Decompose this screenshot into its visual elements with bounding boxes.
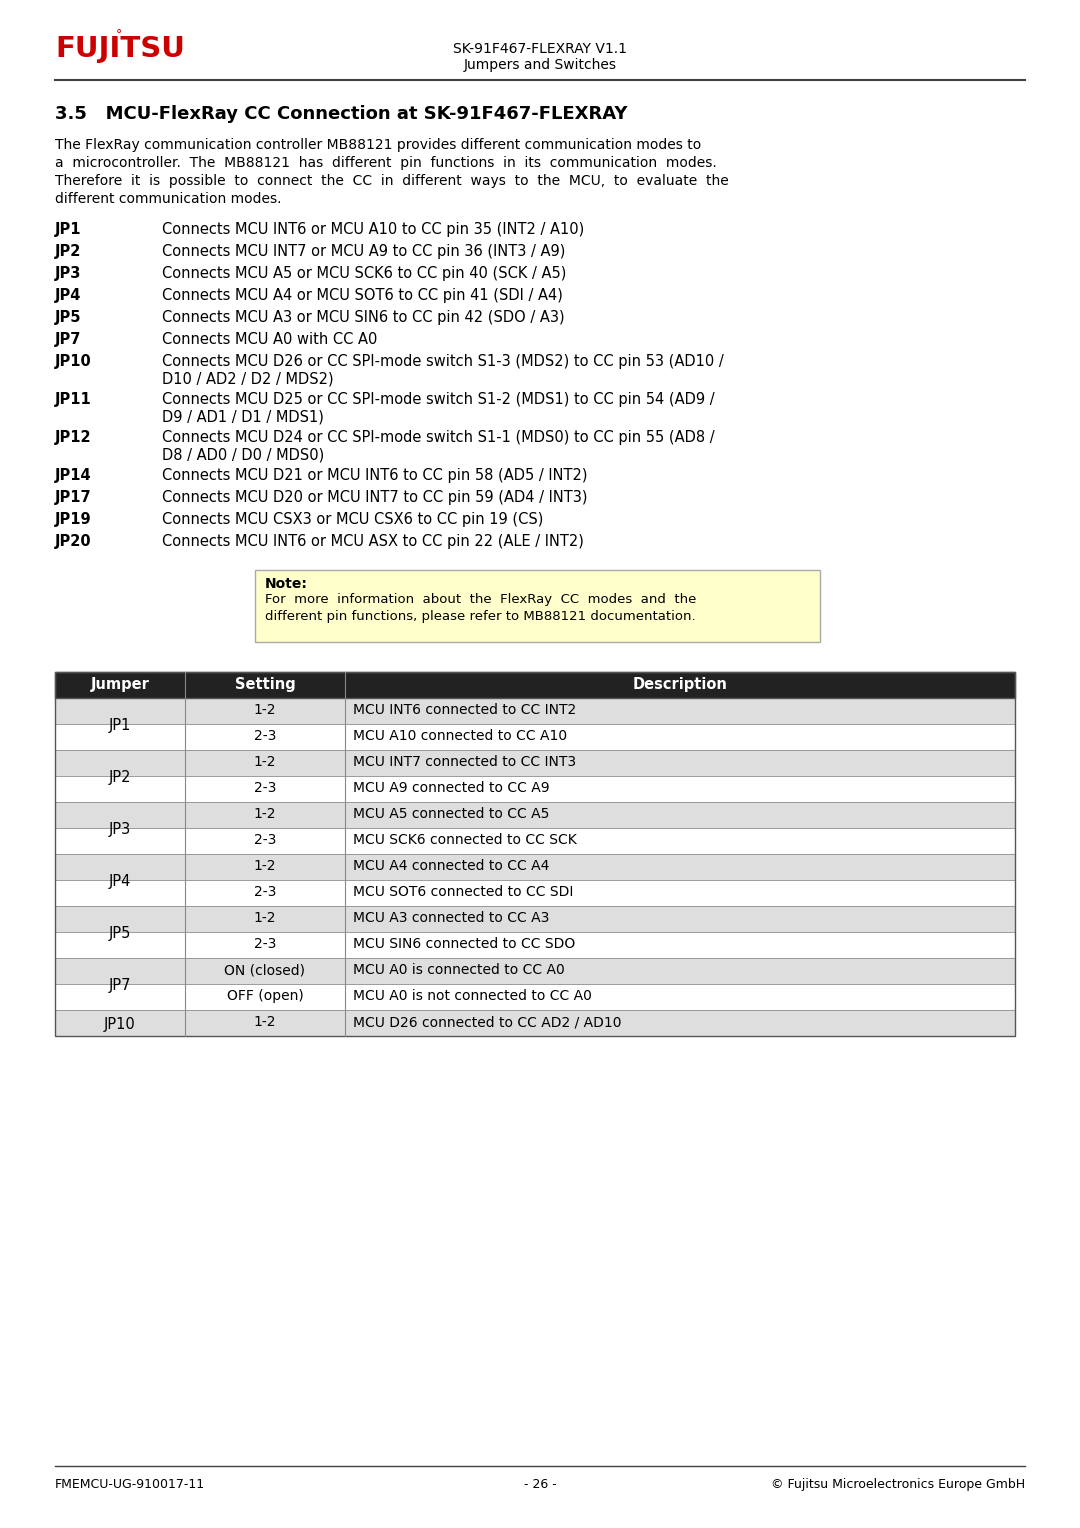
Bar <box>55 672 1015 1036</box>
Text: °: ° <box>116 28 122 41</box>
Text: different communication modes.: different communication modes. <box>55 193 282 206</box>
Text: MCU INT6 connected to CC INT2: MCU INT6 connected to CC INT2 <box>353 703 577 717</box>
Text: 2-3: 2-3 <box>254 937 276 950</box>
Text: MCU A0 is connected to CC A0: MCU A0 is connected to CC A0 <box>353 963 565 976</box>
Bar <box>55 854 1015 880</box>
Text: For  more  information  about  the  FlexRay  CC  modes  and  the: For more information about the FlexRay C… <box>265 593 697 607</box>
Text: JP14: JP14 <box>55 468 92 483</box>
Text: JP2: JP2 <box>109 770 132 785</box>
Text: 1-2: 1-2 <box>254 1015 276 1028</box>
Text: Setting: Setting <box>234 677 295 692</box>
Text: 2-3: 2-3 <box>254 729 276 743</box>
Text: JP12: JP12 <box>55 429 92 445</box>
Text: 3.5   MCU-FlexRay CC Connection at SK-91F467-FLEXRAY: 3.5 MCU-FlexRay CC Connection at SK-91F4… <box>55 105 627 122</box>
Text: D9 / AD1 / D1 / MDS1): D9 / AD1 / D1 / MDS1) <box>162 410 324 425</box>
Text: 1-2: 1-2 <box>254 755 276 769</box>
Text: Therefore  it  is  possible  to  connect  the  CC  in  different  ways  to  the : Therefore it is possible to connect the … <box>55 174 729 188</box>
Text: a  microcontroller.  The  MB88121  has  different  pin  functions  in  its  comm: a microcontroller. The MB88121 has diffe… <box>55 156 717 170</box>
Text: ON (closed): ON (closed) <box>225 963 306 976</box>
Text: JP7: JP7 <box>55 332 81 347</box>
Text: © Fujitsu Microelectronics Europe GmbH: © Fujitsu Microelectronics Europe GmbH <box>771 1478 1025 1491</box>
Text: 2-3: 2-3 <box>254 833 276 847</box>
Text: different pin functions, please refer to MB88121 documentation.: different pin functions, please refer to… <box>265 610 696 623</box>
Text: JP1: JP1 <box>55 222 81 237</box>
Text: D10 / AD2 / D2 / MDS2): D10 / AD2 / D2 / MDS2) <box>162 371 334 387</box>
Text: Connects MCU D20 or MCU INT7 to CC pin 59 (AD4 / INT3): Connects MCU D20 or MCU INT7 to CC pin 5… <box>162 490 588 504</box>
Bar <box>55 750 1015 776</box>
Text: Connects MCU A5 or MCU SCK6 to CC pin 40 (SCK / A5): Connects MCU A5 or MCU SCK6 to CC pin 40… <box>162 266 566 281</box>
Text: Connects MCU CSX3 or MCU CSX6 to CC pin 19 (CS): Connects MCU CSX3 or MCU CSX6 to CC pin … <box>162 512 543 527</box>
Text: Note:: Note: <box>265 578 308 591</box>
Text: Jumper: Jumper <box>91 677 149 692</box>
Bar <box>55 776 1015 802</box>
Text: - 26 -: - 26 - <box>524 1478 556 1491</box>
Text: JP1: JP1 <box>109 718 131 733</box>
Text: JP5: JP5 <box>55 310 81 325</box>
Bar <box>55 828 1015 854</box>
Text: Connects MCU D26 or CC SPI-mode switch S1-3 (MDS2) to CC pin 53 (AD10 /: Connects MCU D26 or CC SPI-mode switch S… <box>162 354 724 368</box>
Text: 1-2: 1-2 <box>254 703 276 717</box>
Text: JP17: JP17 <box>55 490 92 504</box>
Bar <box>55 1010 1015 1036</box>
Text: 1-2: 1-2 <box>254 911 276 924</box>
Text: Connects MCU D21 or MCU INT6 to CC pin 58 (AD5 / INT2): Connects MCU D21 or MCU INT6 to CC pin 5… <box>162 468 588 483</box>
Text: Connects MCU D25 or CC SPI-mode switch S1-2 (MDS1) to CC pin 54 (AD9 /: Connects MCU D25 or CC SPI-mode switch S… <box>162 393 715 406</box>
Bar <box>55 984 1015 1010</box>
Bar <box>55 958 1015 984</box>
Bar <box>55 802 1015 828</box>
Text: MCU INT7 connected to CC INT3: MCU INT7 connected to CC INT3 <box>353 755 576 769</box>
Text: Connects MCU INT6 or MCU A10 to CC pin 35 (INT2 / A10): Connects MCU INT6 or MCU A10 to CC pin 3… <box>162 222 584 237</box>
Text: JP4: JP4 <box>109 874 131 889</box>
Text: 1-2: 1-2 <box>254 859 276 872</box>
Text: JP19: JP19 <box>55 512 92 527</box>
Text: Connects MCU D24 or CC SPI-mode switch S1-1 (MDS0) to CC pin 55 (AD8 /: Connects MCU D24 or CC SPI-mode switch S… <box>162 429 715 445</box>
Bar <box>55 932 1015 958</box>
Text: 2-3: 2-3 <box>254 885 276 898</box>
Text: MCU A4 connected to CC A4: MCU A4 connected to CC A4 <box>353 859 550 872</box>
Text: 2-3: 2-3 <box>254 781 276 795</box>
Bar <box>55 672 1015 698</box>
Text: JP10: JP10 <box>55 354 92 368</box>
Text: The FlexRay communication controller MB88121 provides different communication mo: The FlexRay communication controller MB8… <box>55 138 701 151</box>
Bar <box>55 724 1015 750</box>
Text: OFF (open): OFF (open) <box>227 989 303 1002</box>
Text: MCU SIN6 connected to CC SDO: MCU SIN6 connected to CC SDO <box>353 937 576 950</box>
Text: 1-2: 1-2 <box>254 807 276 821</box>
Bar <box>55 880 1015 906</box>
Text: MCU SOT6 connected to CC SDI: MCU SOT6 connected to CC SDI <box>353 885 573 898</box>
Text: Connects MCU INT7 or MCU A9 to CC pin 36 (INT3 / A9): Connects MCU INT7 or MCU A9 to CC pin 36… <box>162 244 565 260</box>
Text: JP7: JP7 <box>109 978 132 993</box>
Text: Connects MCU A4 or MCU SOT6 to CC pin 41 (SDI / A4): Connects MCU A4 or MCU SOT6 to CC pin 41… <box>162 287 563 303</box>
Text: FMEMCU-UG-910017-11: FMEMCU-UG-910017-11 <box>55 1478 205 1491</box>
Text: JP3: JP3 <box>55 266 81 281</box>
Text: MCU A0 is not connected to CC A0: MCU A0 is not connected to CC A0 <box>353 989 592 1002</box>
Text: MCU D26 connected to CC AD2 / AD10: MCU D26 connected to CC AD2 / AD10 <box>353 1015 621 1028</box>
Text: JP3: JP3 <box>109 822 131 837</box>
Text: Connects MCU INT6 or MCU ASX to CC pin 22 (ALE / INT2): Connects MCU INT6 or MCU ASX to CC pin 2… <box>162 533 584 549</box>
Text: D8 / AD0 / D0 / MDS0): D8 / AD0 / D0 / MDS0) <box>162 448 324 463</box>
Text: JP20: JP20 <box>55 533 92 549</box>
Text: JP4: JP4 <box>55 287 81 303</box>
Text: SK-91F467-FLEXRAY V1.1: SK-91F467-FLEXRAY V1.1 <box>453 41 627 57</box>
Text: JP2: JP2 <box>55 244 81 260</box>
Bar <box>255 570 820 642</box>
Bar <box>55 698 1015 724</box>
Text: MCU A5 connected to CC A5: MCU A5 connected to CC A5 <box>353 807 550 821</box>
Bar <box>55 906 1015 932</box>
Text: Description: Description <box>633 677 728 692</box>
Text: FUJITSU: FUJITSU <box>55 35 185 63</box>
Text: MCU A10 connected to CC A10: MCU A10 connected to CC A10 <box>353 729 567 743</box>
Text: MCU A9 connected to CC A9: MCU A9 connected to CC A9 <box>353 781 550 795</box>
Text: JP5: JP5 <box>109 926 131 941</box>
Text: Connects MCU A3 or MCU SIN6 to CC pin 42 (SDO / A3): Connects MCU A3 or MCU SIN6 to CC pin 42… <box>162 310 565 325</box>
Text: JP11: JP11 <box>55 393 92 406</box>
Text: MCU A3 connected to CC A3: MCU A3 connected to CC A3 <box>353 911 550 924</box>
Text: Connects MCU A0 with CC A0: Connects MCU A0 with CC A0 <box>162 332 377 347</box>
Text: MCU SCK6 connected to CC SCK: MCU SCK6 connected to CC SCK <box>353 833 577 847</box>
Text: Jumpers and Switches: Jumpers and Switches <box>463 58 617 72</box>
Text: JP10: JP10 <box>104 1018 136 1031</box>
